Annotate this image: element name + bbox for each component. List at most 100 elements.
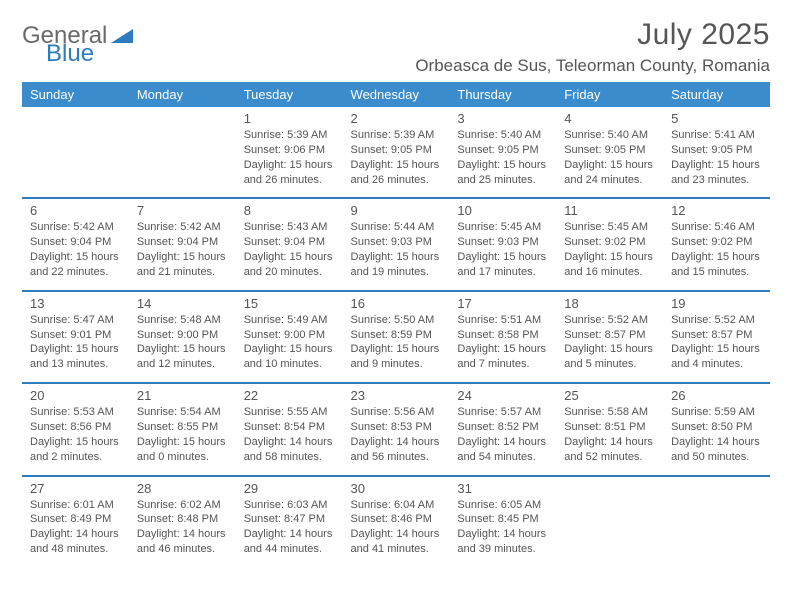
daylight-text: Daylight: 14 hours and 54 minutes. [457, 435, 548, 465]
daylight-text: Daylight: 15 hours and 22 minutes. [30, 250, 121, 280]
day-number: 20 [30, 388, 121, 403]
sunset-text: Sunset: 8:50 PM [671, 420, 762, 435]
calendar-day-cell: 29Sunrise: 6:03 AMSunset: 8:47 PMDayligh… [236, 476, 343, 567]
daylight-text: Daylight: 15 hours and 5 minutes. [564, 342, 655, 372]
daylight-text: Daylight: 14 hours and 56 minutes. [351, 435, 442, 465]
day-number: 9 [351, 203, 442, 218]
calendar-header-row: SundayMondayTuesdayWednesdayThursdayFrid… [22, 82, 770, 107]
daylight-text: Daylight: 15 hours and 26 minutes. [351, 158, 442, 188]
weekday-header: Monday [129, 82, 236, 107]
sunrise-text: Sunrise: 6:02 AM [137, 498, 228, 513]
sunrise-text: Sunrise: 5:44 AM [351, 220, 442, 235]
day-number: 11 [564, 203, 655, 218]
daylight-text: Daylight: 15 hours and 26 minutes. [244, 158, 335, 188]
calendar-week-row: 27Sunrise: 6:01 AMSunset: 8:49 PMDayligh… [22, 476, 770, 567]
calendar-day-cell: 9Sunrise: 5:44 AMSunset: 9:03 PMDaylight… [343, 198, 450, 290]
sunrise-text: Sunrise: 5:52 AM [671, 313, 762, 328]
sunset-text: Sunset: 9:03 PM [457, 235, 548, 250]
calendar-day-cell: 3Sunrise: 5:40 AMSunset: 9:05 PMDaylight… [449, 107, 556, 198]
day-number: 5 [671, 111, 762, 126]
sunrise-text: Sunrise: 5:39 AM [351, 128, 442, 143]
daylight-text: Daylight: 14 hours and 39 minutes. [457, 527, 548, 557]
day-number: 12 [671, 203, 762, 218]
sunset-text: Sunset: 9:02 PM [671, 235, 762, 250]
sunrise-text: Sunrise: 5:43 AM [244, 220, 335, 235]
sunrise-text: Sunrise: 6:05 AM [457, 498, 548, 513]
sunset-text: Sunset: 8:49 PM [30, 512, 121, 527]
calendar-day-cell: 28Sunrise: 6:02 AMSunset: 8:48 PMDayligh… [129, 476, 236, 567]
sunrise-text: Sunrise: 6:03 AM [244, 498, 335, 513]
calendar-day-cell: 2Sunrise: 5:39 AMSunset: 9:05 PMDaylight… [343, 107, 450, 198]
month-title: July 2025 [415, 18, 770, 52]
sunset-text: Sunset: 8:59 PM [351, 328, 442, 343]
daylight-text: Daylight: 15 hours and 12 minutes. [137, 342, 228, 372]
calendar-week-row: 1Sunrise: 5:39 AMSunset: 9:06 PMDaylight… [22, 107, 770, 198]
day-number: 29 [244, 481, 335, 496]
sunrise-text: Sunrise: 5:46 AM [671, 220, 762, 235]
calendar-day-cell: 6Sunrise: 5:42 AMSunset: 9:04 PMDaylight… [22, 198, 129, 290]
sunset-text: Sunset: 8:53 PM [351, 420, 442, 435]
calendar-day-cell: 7Sunrise: 5:42 AMSunset: 9:04 PMDaylight… [129, 198, 236, 290]
daylight-text: Daylight: 15 hours and 20 minutes. [244, 250, 335, 280]
calendar-day-cell: 12Sunrise: 5:46 AMSunset: 9:02 PMDayligh… [663, 198, 770, 290]
daylight-text: Daylight: 15 hours and 7 minutes. [457, 342, 548, 372]
weekday-header: Saturday [663, 82, 770, 107]
weekday-header: Thursday [449, 82, 556, 107]
daylight-text: Daylight: 14 hours and 50 minutes. [671, 435, 762, 465]
sunrise-text: Sunrise: 5:45 AM [564, 220, 655, 235]
calendar-page: General Blue July 2025 Orbeasca de Sus, … [0, 0, 792, 585]
sunset-text: Sunset: 9:04 PM [137, 235, 228, 250]
daylight-text: Daylight: 15 hours and 0 minutes. [137, 435, 228, 465]
day-number: 18 [564, 296, 655, 311]
daylight-text: Daylight: 14 hours and 52 minutes. [564, 435, 655, 465]
calendar-day-cell: 25Sunrise: 5:58 AMSunset: 8:51 PMDayligh… [556, 383, 663, 475]
sunset-text: Sunset: 8:52 PM [457, 420, 548, 435]
sunset-text: Sunset: 9:02 PM [564, 235, 655, 250]
day-number: 27 [30, 481, 121, 496]
sunrise-text: Sunrise: 5:42 AM [30, 220, 121, 235]
calendar-day-cell: 18Sunrise: 5:52 AMSunset: 8:57 PMDayligh… [556, 291, 663, 383]
sunrise-text: Sunrise: 5:59 AM [671, 405, 762, 420]
sunrise-text: Sunrise: 5:41 AM [671, 128, 762, 143]
sunset-text: Sunset: 9:03 PM [351, 235, 442, 250]
day-number: 24 [457, 388, 548, 403]
day-number: 28 [137, 481, 228, 496]
calendar-day-cell: 15Sunrise: 5:49 AMSunset: 9:00 PMDayligh… [236, 291, 343, 383]
sunrise-text: Sunrise: 5:58 AM [564, 405, 655, 420]
daylight-text: Daylight: 14 hours and 48 minutes. [30, 527, 121, 557]
weekday-header: Sunday [22, 82, 129, 107]
daylight-text: Daylight: 15 hours and 17 minutes. [457, 250, 548, 280]
daylight-text: Daylight: 15 hours and 2 minutes. [30, 435, 121, 465]
calendar-day-cell: 4Sunrise: 5:40 AMSunset: 9:05 PMDaylight… [556, 107, 663, 198]
calendar-day-cell: 1Sunrise: 5:39 AMSunset: 9:06 PMDaylight… [236, 107, 343, 198]
sunrise-text: Sunrise: 5:45 AM [457, 220, 548, 235]
weekday-header: Tuesday [236, 82, 343, 107]
daylight-text: Daylight: 14 hours and 46 minutes. [137, 527, 228, 557]
sunrise-text: Sunrise: 5:51 AM [457, 313, 548, 328]
sunrise-text: Sunrise: 5:56 AM [351, 405, 442, 420]
daylight-text: Daylight: 15 hours and 25 minutes. [457, 158, 548, 188]
daylight-text: Daylight: 15 hours and 24 minutes. [564, 158, 655, 188]
sunset-text: Sunset: 8:46 PM [351, 512, 442, 527]
daylight-text: Daylight: 14 hours and 41 minutes. [351, 527, 442, 557]
calendar-day-cell: 11Sunrise: 5:45 AMSunset: 9:02 PMDayligh… [556, 198, 663, 290]
day-number: 15 [244, 296, 335, 311]
sunrise-text: Sunrise: 5:47 AM [30, 313, 121, 328]
logo-stack: General Blue [22, 24, 133, 66]
sunset-text: Sunset: 8:54 PM [244, 420, 335, 435]
sunset-text: Sunset: 9:04 PM [244, 235, 335, 250]
day-number: 13 [30, 296, 121, 311]
logo: General Blue [22, 24, 133, 66]
weekday-header: Friday [556, 82, 663, 107]
calendar-day-cell [556, 476, 663, 567]
title-block: July 2025 Orbeasca de Sus, Teleorman Cou… [415, 18, 770, 76]
day-number: 19 [671, 296, 762, 311]
calendar-day-cell [129, 107, 236, 198]
day-number: 14 [137, 296, 228, 311]
sunrise-text: Sunrise: 5:40 AM [457, 128, 548, 143]
sunrise-text: Sunrise: 5:55 AM [244, 405, 335, 420]
calendar-day-cell: 5Sunrise: 5:41 AMSunset: 9:05 PMDaylight… [663, 107, 770, 198]
header: General Blue July 2025 Orbeasca de Sus, … [22, 18, 770, 76]
logo-triangle-icon [111, 25, 133, 48]
daylight-text: Daylight: 14 hours and 44 minutes. [244, 527, 335, 557]
